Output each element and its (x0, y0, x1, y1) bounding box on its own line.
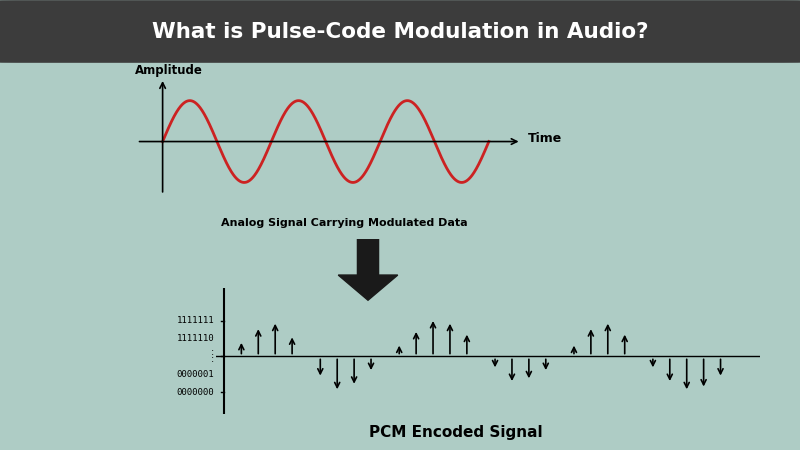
Text: :: : (211, 347, 214, 357)
Polygon shape (338, 238, 398, 300)
Text: Time: Time (528, 132, 562, 145)
Text: 1111111: 1111111 (177, 316, 214, 325)
Text: What is Pulse-Code Modulation in Audio?: What is Pulse-Code Modulation in Audio? (152, 22, 648, 41)
Text: 0000001: 0000001 (177, 369, 214, 378)
Text: 1111110: 1111110 (177, 334, 214, 343)
Text: :: : (211, 354, 214, 364)
FancyBboxPatch shape (0, 1, 800, 62)
Text: 0000000: 0000000 (177, 387, 214, 396)
Text: Amplitude: Amplitude (135, 64, 202, 77)
Text: Analog Signal Carrying Modulated Data: Analog Signal Carrying Modulated Data (221, 218, 467, 228)
Text: PCM Encoded Signal: PCM Encoded Signal (369, 425, 543, 440)
